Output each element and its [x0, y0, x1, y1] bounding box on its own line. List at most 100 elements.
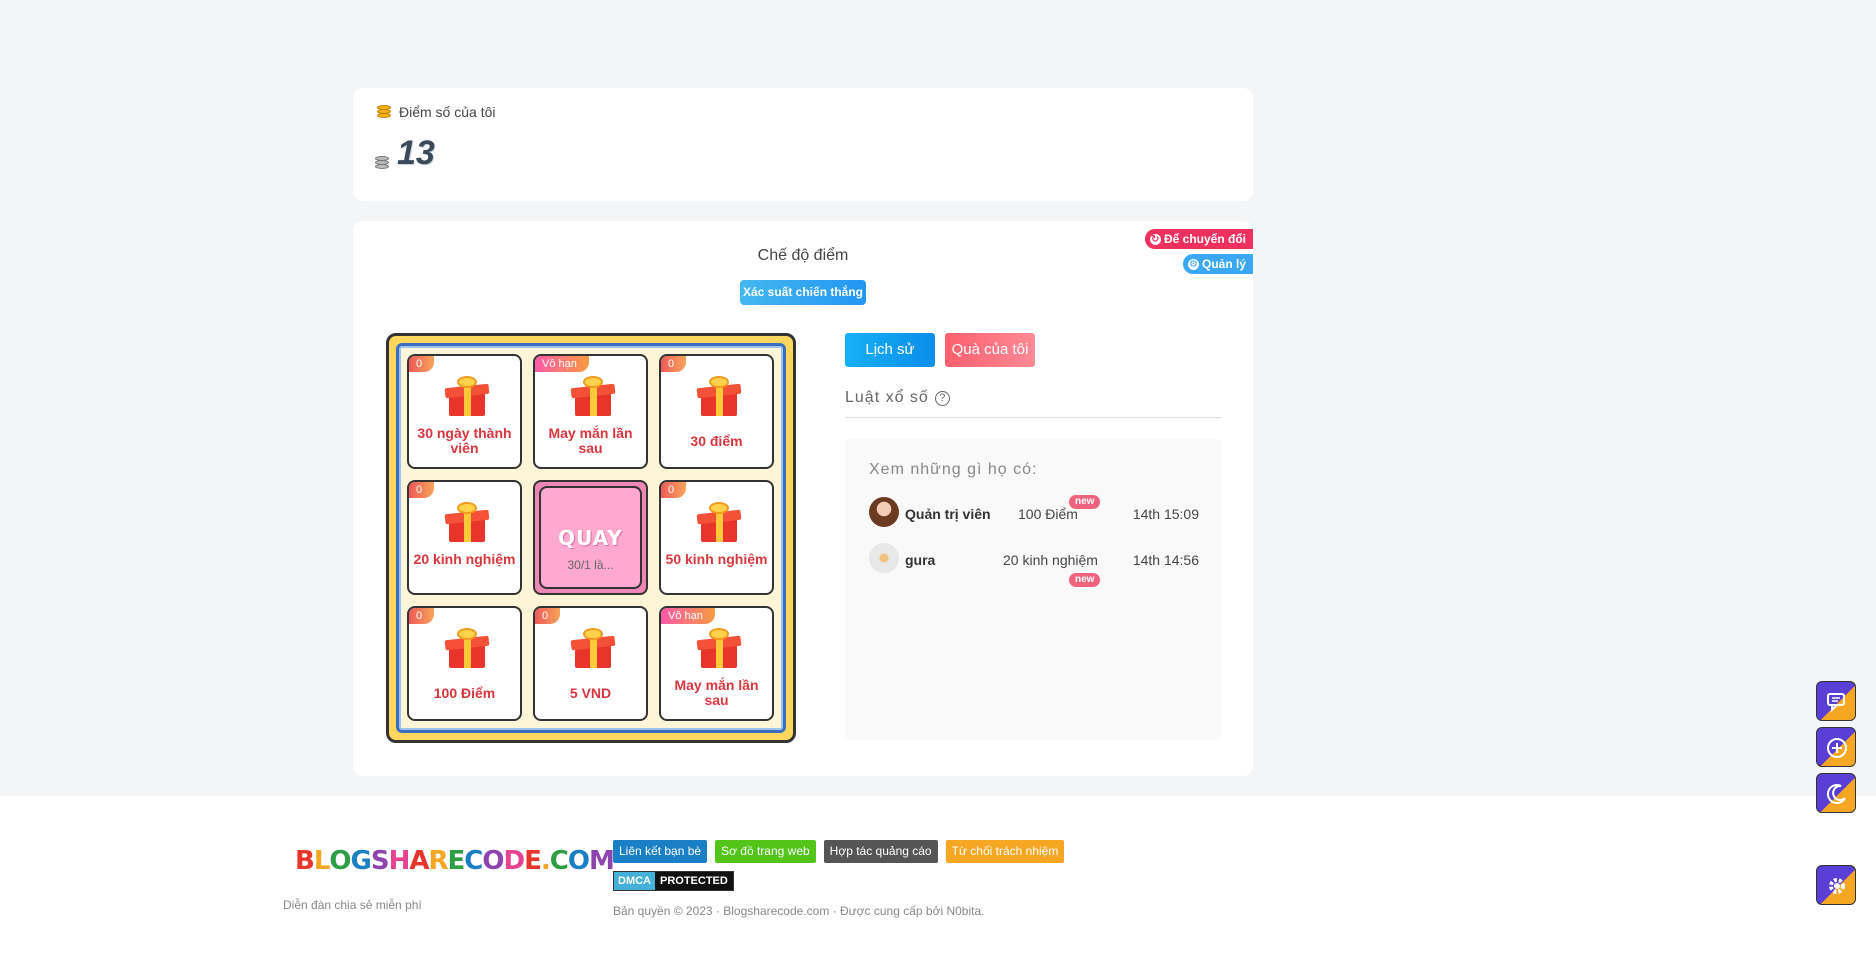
footer-link-disclaimer[interactable]: Từ chối trách nhiệm	[945, 840, 1065, 863]
winner-row: gura 20 kinh nghiệm new 14th 14:56	[869, 543, 1199, 587]
prize-cell: 0 30 điểm	[659, 354, 774, 469]
dmca-protected-label: PROTECTED	[655, 872, 733, 890]
prize-badge: 0	[535, 608, 561, 624]
prize-cell: Vô hạn May mắn lần sau	[659, 606, 774, 721]
prize-name: May mắn lần sau	[674, 677, 759, 708]
gear-icon	[1829, 878, 1845, 894]
logo-letter: E	[524, 846, 542, 876]
admin-tag-label: Quản lý	[1201, 257, 1246, 271]
dmca-label: DMCA	[614, 872, 655, 890]
prize-cell: 0 5 VND	[533, 606, 648, 721]
prize-badge: 0	[661, 356, 687, 372]
history-button[interactable]: Lịch sử	[845, 333, 935, 367]
prize-badge: Vô hạn	[661, 608, 715, 624]
footer-link-friends[interactable]: Liên kết bạn bè	[613, 840, 708, 863]
footer: BLOGSHARECODE.COM Diễn đàn chia sẻ miễn …	[0, 796, 1876, 964]
prize-badge: 0	[409, 608, 435, 624]
spin-button[interactable]: QUAY 30/1 lầ...	[533, 480, 648, 595]
lottery-rules[interactable]: Luật xổ số ?	[845, 389, 1221, 418]
logo-letter: O	[482, 846, 504, 876]
winner-time: 14th 14:56	[1132, 552, 1199, 568]
winner-prize: 20 kinh nghiệm	[1003, 552, 1098, 568]
dark-mode-button[interactable]	[1816, 773, 1856, 813]
logo-letter: C	[549, 846, 569, 876]
logo-letter: L	[313, 846, 331, 876]
rules-label: Luật xổ số	[845, 389, 929, 406]
coins-icon	[377, 105, 391, 119]
winner-time: 14th 15:09	[1132, 506, 1199, 522]
convert-tag[interactable]: Để chuyển đổi	[1144, 229, 1253, 250]
logo-letter: A	[409, 846, 429, 876]
prize-name: May mắn lần sau	[548, 425, 633, 456]
prize-name: 5 VND	[569, 685, 612, 701]
help-icon[interactable]: ?	[934, 390, 950, 406]
prize-cell: 0 30 ngày thành viên	[407, 354, 522, 469]
winner-name: Quản trị viên	[905, 506, 991, 522]
footer-link-advertising[interactable]: Hợp tác quảng cáo	[823, 840, 938, 863]
moon-icon	[1826, 784, 1846, 805]
logo-letter: E	[447, 846, 466, 876]
logo-letter: H	[388, 846, 411, 876]
chat-button[interactable]	[1816, 681, 1856, 721]
spin-count: 30/1 lầ...	[567, 558, 614, 572]
winner-prize: 100 Điểm	[1018, 506, 1078, 522]
logo-letter: .	[540, 846, 551, 876]
gift-box-icon	[444, 376, 490, 416]
site-slogan: Diễn đàn chia sẻ miễn phí	[283, 898, 422, 912]
logo-letter: B	[295, 846, 315, 876]
logo-letter: O	[567, 846, 590, 876]
win-probability-button[interactable]: Xác suất chiến thắng	[740, 280, 866, 305]
settings-icon	[1187, 255, 1199, 275]
prize-badge: 0	[409, 482, 435, 498]
admin-tag[interactable]: Quản lý	[1182, 254, 1253, 275]
coins-small-icon	[375, 156, 389, 170]
logo-letter: O	[329, 846, 351, 876]
logo-letter: C	[464, 846, 483, 876]
copyright: Bản quyền © 2023 · Blogsharecode.com · Đ…	[613, 904, 985, 918]
score-card: Điểm số của tôi 13	[353, 88, 1253, 201]
winner-name: gura	[905, 552, 936, 568]
gift-box-icon	[570, 376, 616, 416]
score-title: Điểm số của tôi	[399, 104, 496, 120]
settings-button[interactable]	[1816, 865, 1856, 905]
plus-circle-icon	[1827, 738, 1847, 758]
logo-letter: R	[428, 846, 448, 876]
my-gifts-button[interactable]: Quà của tôi	[945, 333, 1035, 367]
prize-cell: Vô hạn May mắn lần sau	[533, 354, 648, 469]
gift-box-icon	[444, 628, 490, 668]
gift-box-icon	[696, 376, 742, 416]
score-header: Điểm số của tôi	[377, 104, 495, 120]
prize-cell: 0 50 kinh nghiệm	[659, 480, 774, 595]
logo-letter: G	[350, 846, 372, 876]
site-logo[interactable]: BLOGSHARECODE.COM	[295, 846, 615, 876]
prize-badge: 0	[661, 482, 687, 498]
gift-box-icon	[696, 502, 742, 542]
lottery-card: Chế độ điểm Xác suất chiến thắng Để chuy…	[353, 221, 1253, 776]
winner-row: Quản trị viên 100 Điểm new 14th 15:09	[869, 495, 1199, 529]
add-button[interactable]	[1816, 727, 1856, 767]
footer-link-sitemap[interactable]: Sơ đồ trang web	[715, 840, 816, 863]
prize-name: 50 kinh nghiệm	[665, 551, 768, 567]
logo-letter: M	[588, 846, 615, 876]
winners-panel: Xem những gì họ có: Quản trị viên 100 Đi…	[845, 439, 1221, 740]
prize-name: 20 kinh nghiệm	[413, 551, 516, 567]
gift-box-icon	[696, 628, 742, 668]
prize-wheel: 0 30 ngày thành viên Vô hạn May mắn lần …	[386, 333, 796, 743]
spin-label: QUAY	[558, 526, 623, 550]
avatar	[869, 497, 899, 527]
logo-letter: S	[370, 846, 390, 876]
footer-links: Liên kết bạn bè Sơ đồ trang web Hợp tác …	[613, 840, 1065, 863]
prize-cell: 0 20 kinh nghiệm	[407, 480, 522, 595]
avatar	[869, 543, 899, 573]
gift-box-icon	[570, 628, 616, 668]
new-badge: new	[1069, 573, 1101, 587]
prize-name: 30 điểm	[690, 433, 743, 449]
refresh-icon	[1149, 230, 1161, 250]
new-badge: new	[1069, 495, 1101, 509]
chat-icon	[1827, 693, 1845, 713]
prize-name: 100 Điểm	[433, 685, 496, 701]
score-value: 13	[397, 134, 435, 172]
winners-title: Xem những gì họ có:	[869, 461, 1038, 478]
dmca-badge[interactable]: DMCA PROTECTED	[613, 871, 734, 891]
prize-badge: 0	[409, 356, 435, 372]
